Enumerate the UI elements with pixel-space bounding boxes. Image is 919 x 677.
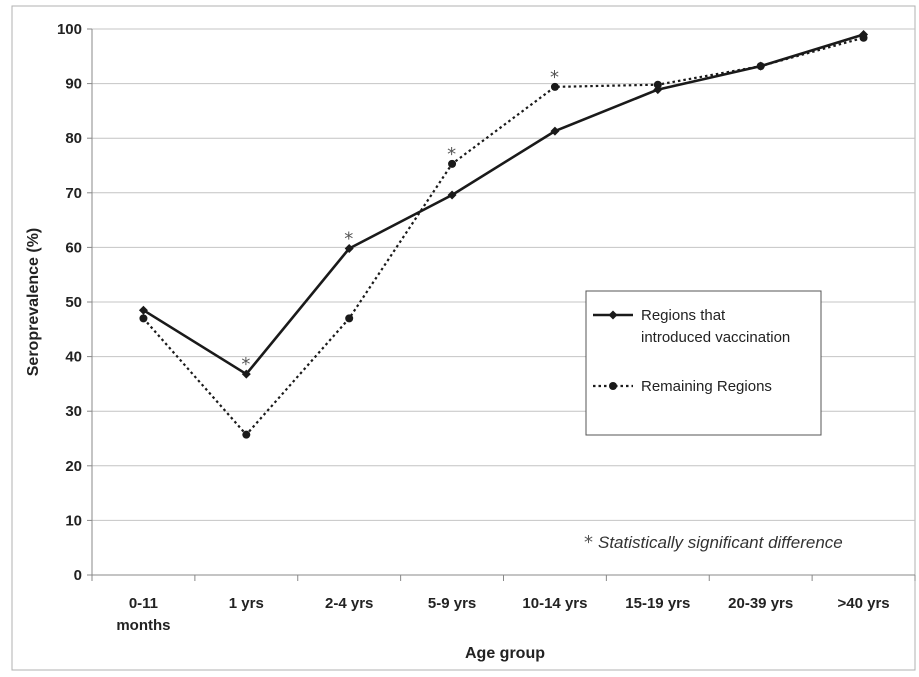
y-tick-label-0: 0 xyxy=(74,567,82,584)
y-tick-label-100: 100 xyxy=(57,21,82,38)
significance-note-text: Statistically significant difference xyxy=(598,533,843,552)
legend-swatch-marker-1 xyxy=(609,382,617,390)
x-tick-label-3: 5-9 yrs xyxy=(428,595,476,612)
y-tick-label-10: 10 xyxy=(65,512,82,529)
y-tick-label-50: 50 xyxy=(65,294,82,311)
series-0-point-3 xyxy=(447,190,457,200)
significance-star-1: * xyxy=(241,354,250,375)
axes: 0 10 20 30 40 50 60 70 80 90 100 0-11 months 1 yrs 2-4… xyxy=(57,21,916,634)
series-1-point-3 xyxy=(448,159,457,168)
significance-star-4: * xyxy=(550,67,559,88)
x-tick-label-0: 0-11 months xyxy=(116,595,170,634)
y-tick-label-80: 80 xyxy=(65,130,82,147)
x-tick-label-5: 15-19 yrs xyxy=(625,595,690,612)
legend-item-0: Regions that introduced vaccination xyxy=(593,307,790,346)
significance-star-3: * xyxy=(447,144,456,165)
series-1-point-1 xyxy=(242,430,251,439)
series-1-point-0 xyxy=(139,314,148,323)
x-tick-label-7: >40 yrs xyxy=(837,595,889,612)
legend-items: Regions that introduced vaccination Remain… xyxy=(593,307,790,395)
y-tick-label-90: 90 xyxy=(65,76,82,93)
significance-note-symbol: * xyxy=(584,532,593,553)
legend-swatch-marker-0 xyxy=(608,310,618,320)
legend-item-1: Remaining Regions xyxy=(593,378,772,395)
series-1-point-6 xyxy=(756,62,765,71)
y-tick-label-40: 40 xyxy=(65,349,82,366)
significance-note: * Statistically significant difference xyxy=(584,532,843,553)
legend: Regions that introduced vaccination Remain… xyxy=(585,290,822,436)
series-1-point-7 xyxy=(859,33,868,42)
y-tick-label-20: 20 xyxy=(65,458,82,475)
series-1-point-2 xyxy=(345,314,354,323)
legend-label-1: Remaining Regions xyxy=(641,378,772,395)
series-0-point-2 xyxy=(344,243,354,253)
x-tick-label-1: 1 yrs xyxy=(229,595,264,612)
significance-markers: * * * * xyxy=(241,67,559,375)
series-1-point-5 xyxy=(653,80,662,89)
x-axis-title: Age group xyxy=(465,645,545,662)
y-tick-label-60: 60 xyxy=(65,239,82,256)
y-tick-label-30: 30 xyxy=(65,403,82,420)
x-tick-label-2: 2-4 yrs xyxy=(325,595,373,612)
series-0-point-1 xyxy=(241,369,251,379)
x-tick-label-4: 10-14 yrs xyxy=(522,595,587,612)
series-0-point-4 xyxy=(550,126,560,136)
series-1-point-4 xyxy=(550,82,559,91)
y-axis-title: Seroprevalence (%) xyxy=(25,228,42,377)
gridlines xyxy=(92,28,915,521)
y-tick-label-70: 70 xyxy=(65,185,82,202)
x-tick-label-6: 20-39 yrs xyxy=(728,595,793,612)
series-1 xyxy=(139,33,868,439)
series-1-line xyxy=(142,36,864,436)
legend-label-0: Regions that introduced vaccination xyxy=(641,307,790,346)
significance-star-2: * xyxy=(344,228,353,249)
series-layer xyxy=(138,29,869,439)
series-0-point-0 xyxy=(138,305,148,315)
